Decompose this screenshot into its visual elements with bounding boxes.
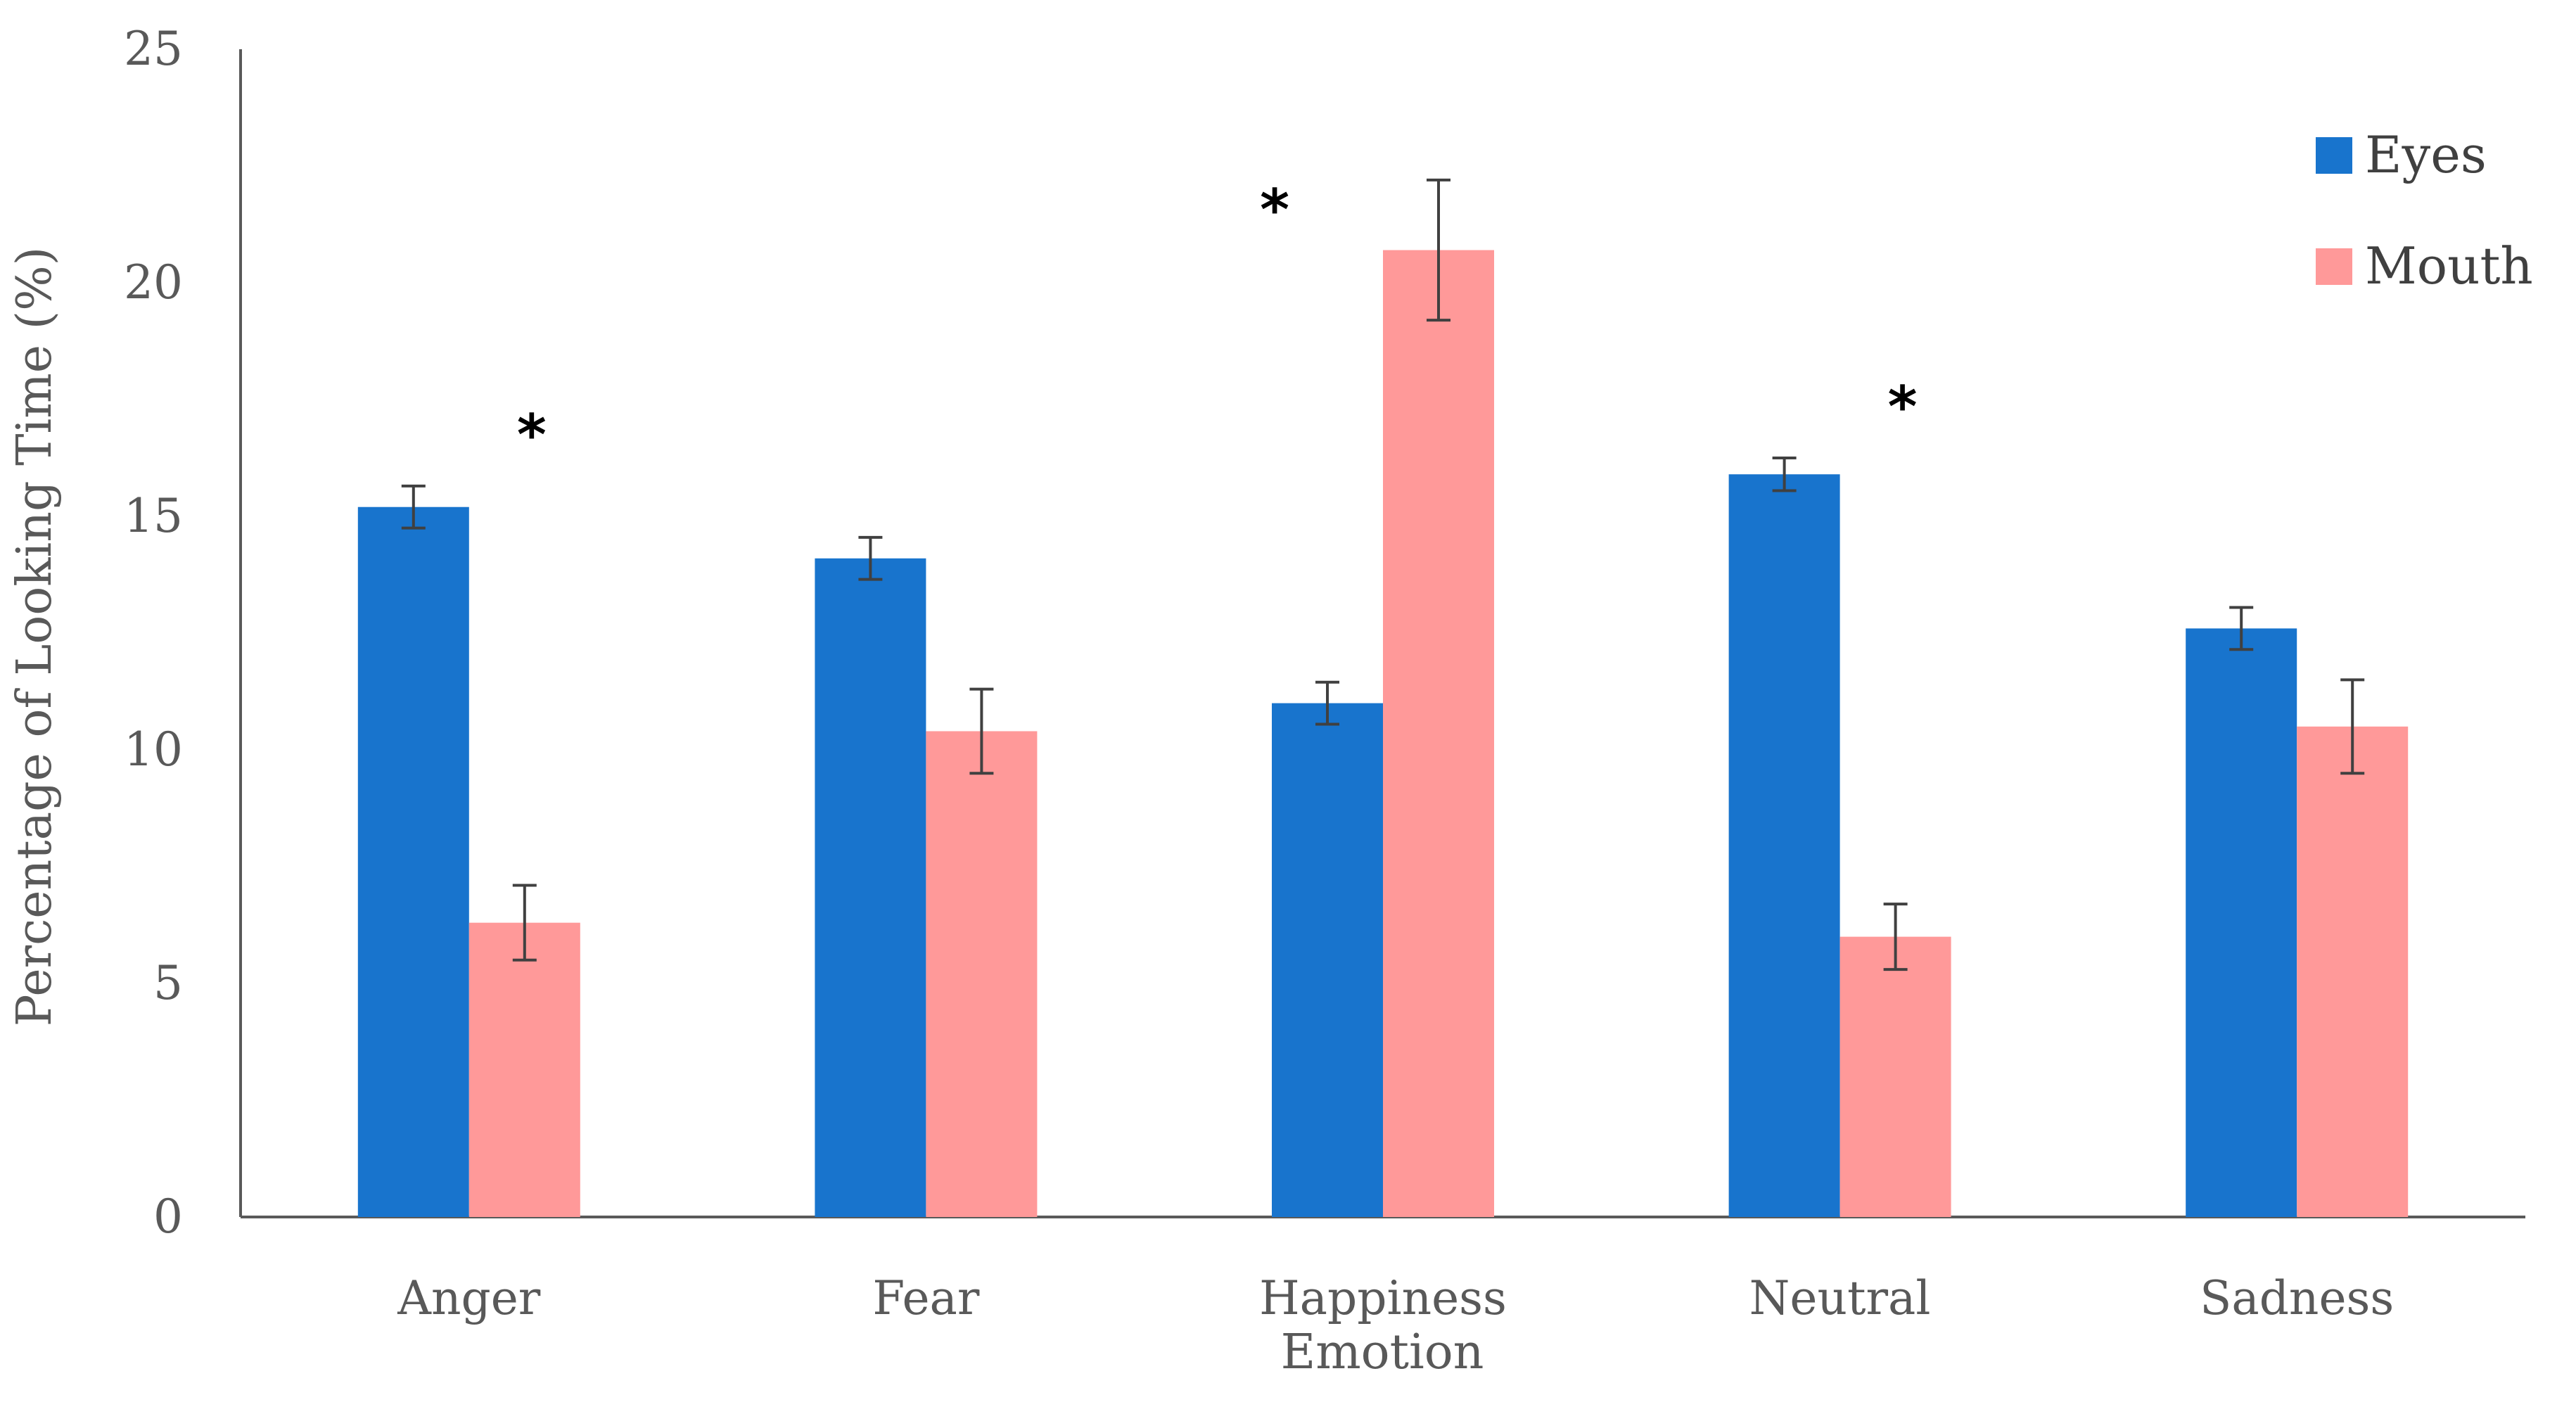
bar-mouth [1383,250,1494,1217]
legend-label-eyes: Eyes [2365,125,2487,184]
x-tick-label: Neutral [1749,1271,1931,1325]
bar-mouth [1839,936,1951,1217]
x-axis: Anger Fear Happiness Neutral Sadness [241,1216,2525,1325]
bar-eyes [1272,703,1383,1217]
bar-eyes [2186,628,2297,1217]
x-tick-label: Sadness [2200,1271,2394,1325]
x-tick-label: Anger [397,1271,540,1325]
y-tick-label: 10 [124,722,183,777]
significance-star: * [517,402,547,468]
bar-eyes [357,506,469,1217]
y-axis-title: Percentage of Looking Time (%) [7,247,63,1027]
y-tick-label: 5 [153,956,183,1010]
y-tick-label: 0 [153,1190,183,1244]
significance-star: * [1888,374,1918,440]
y-tick-label: 15 [124,489,183,543]
y-tick-label: 25 [124,22,183,76]
y-axis: 0 5 10 15 20 25 [124,22,242,1244]
x-tick-label: Fear [872,1271,980,1325]
bar-mouth [468,922,580,1217]
bar-mouth [2297,726,2409,1217]
significance-markers: * * * [517,177,1918,468]
significance-star: * [1260,177,1289,243]
legend-label-mouth: Mouth [2365,236,2533,295]
bar-mouth [926,731,1038,1217]
bar-eyes [1728,474,1840,1217]
legend-swatch-eyes [2316,137,2352,174]
bar-eyes [815,558,926,1217]
legend-swatch-mouth [2316,248,2352,285]
y-tick-label: 20 [124,255,183,310]
legend: Eyes Mouth [2316,125,2533,295]
bars [357,250,2409,1217]
x-axis-title: Emotion [1281,1325,1484,1380]
x-tick-label: Happiness [1259,1271,1507,1325]
error-bars [401,178,2365,971]
